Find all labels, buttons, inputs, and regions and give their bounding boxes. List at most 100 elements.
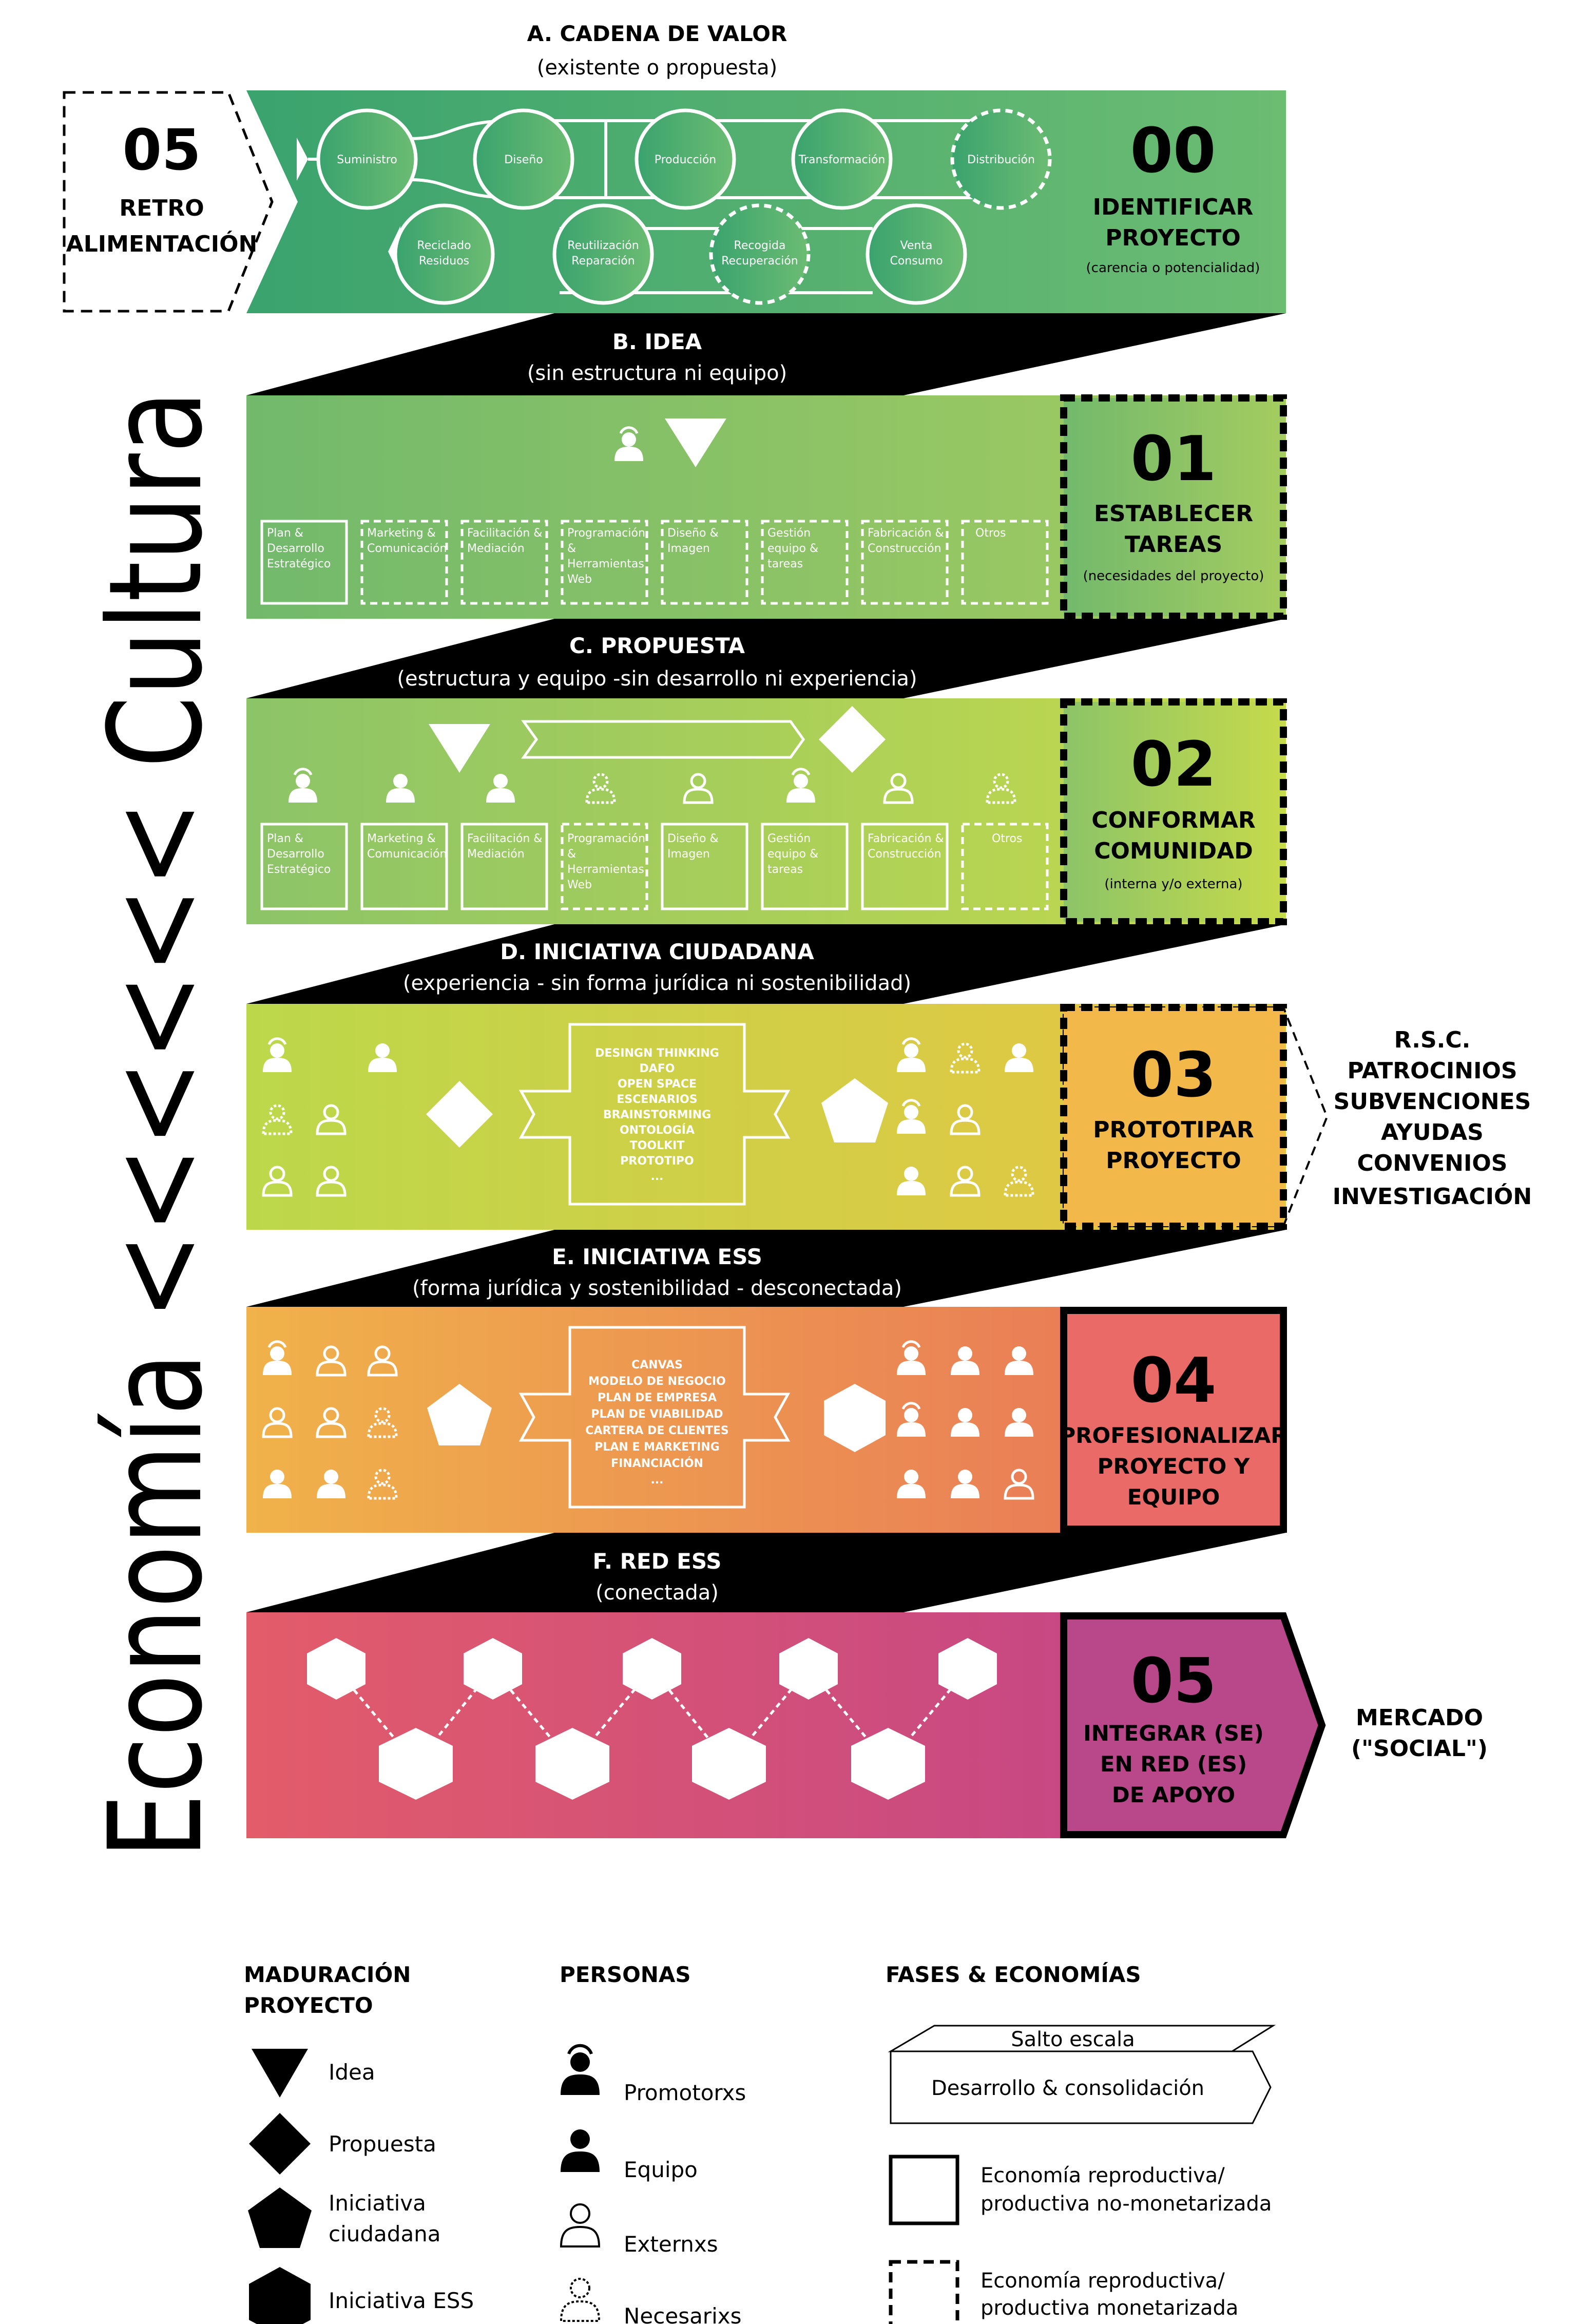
market-label: MERCADO ("SOCIAL") <box>1351 1705 1488 1762</box>
svg-text:Construcción: Construcción <box>868 848 941 861</box>
svg-text:PROYECTO Y: PROYECTO Y <box>1098 1454 1250 1479</box>
svg-text:INTEGRAR (SE): INTEGRAR (SE) <box>1083 1721 1264 1746</box>
connector-b-c <box>246 619 1286 698</box>
svg-text:tareas: tareas <box>767 558 803 570</box>
band-d-title: D. INICIATIVA CIUDADANA <box>500 939 814 964</box>
svg-text:03: 03 <box>1131 1040 1217 1111</box>
iniciativa-ess-icon <box>249 2267 311 2324</box>
band-f-title: F. RED ESS <box>593 1549 722 1574</box>
svg-text:PLAN DE VIABILIDAD: PLAN DE VIABILIDAD <box>591 1408 723 1421</box>
value-chain-nodes: Suministro Diseño Producción Transformac… <box>316 108 1052 305</box>
svg-text:...: ... <box>650 1170 663 1183</box>
svg-text:EN RED (ES): EN RED (ES) <box>1100 1751 1247 1777</box>
external-support: R.S.C. PATROCINIOS SUBVENCIONES AYUDAS C… <box>1333 1027 1532 1210</box>
svg-text:TOOLKIT: TOOLKIT <box>630 1139 685 1152</box>
svg-text:AYUDAS: AYUDAS <box>1381 1119 1484 1146</box>
svg-text:Suministro: Suministro <box>337 154 397 166</box>
connector-e-f <box>246 1533 1286 1612</box>
chain-node-distribucion: Distribución <box>950 108 1052 210</box>
svg-text:FINANCIACIÓN: FINANCIACIÓN <box>611 1457 703 1470</box>
svg-text:tareas: tareas <box>767 863 803 876</box>
phase-03: 03 PROTOTIPAR PROYECTO <box>1060 1004 1329 1230</box>
svg-text:Imagen: Imagen <box>667 542 710 555</box>
promotorxs-icon <box>561 2046 600 2095</box>
side-title: Economía <<<<<< Cultura <box>81 390 230 1859</box>
svg-text:Venta: Venta <box>900 239 933 252</box>
svg-text:Economía reproductiva/: Economía reproductiva/ <box>981 2269 1225 2293</box>
svg-text:Producción: Producción <box>655 154 717 166</box>
svg-text:...: ... <box>650 1474 663 1487</box>
svg-text:INVESTIGACIÓN: INVESTIGACIÓN <box>1333 1183 1532 1210</box>
network-hexagons <box>307 1638 997 1800</box>
desarrollo-icon <box>890 2050 1272 2124</box>
svg-text:Herramientas: Herramientas <box>567 558 644 570</box>
band-b-icons <box>614 418 726 467</box>
phase-00-label1: IDENTIFICAR <box>1093 194 1254 220</box>
svg-text:&: & <box>567 848 576 861</box>
svg-text:Desarrollo: Desarrollo <box>267 542 324 555</box>
svg-text:Programación: Programación <box>567 527 645 540</box>
svg-text:PROTOTIPAR: PROTOTIPAR <box>1093 1117 1254 1143</box>
svg-text:Estratégico: Estratégico <box>267 863 331 876</box>
svg-text:Plan &: Plan & <box>267 832 303 845</box>
band-b-tasks: Plan & Desarrollo Estratégico Marketing & C… <box>260 520 1049 605</box>
svg-text:CARTERA DE CLIENTES: CARTERA DE CLIENTES <box>585 1424 728 1437</box>
propuesta-icon <box>249 2113 311 2175</box>
legend-fases: FASES & ECONOMÍAS Salto escala Desarroll… <box>886 1961 1276 2324</box>
svg-text:Desarrollo: Desarrollo <box>267 848 324 861</box>
phase-02: 02 CONFORMAR COMUNIDAD (interna y/o exte… <box>1060 698 1287 925</box>
svg-text:Distribución: Distribución <box>967 154 1035 166</box>
svg-text:ESCENARIOS: ESCENARIOS <box>617 1093 697 1106</box>
svg-text:R.S.C.: R.S.C. <box>1394 1027 1471 1053</box>
svg-text:COMUNIDAD: COMUNIDAD <box>1094 838 1253 864</box>
band-e-title: E. INICIATIVA ESS <box>552 1244 762 1269</box>
svg-text:TAREAS: TAREAS <box>1125 531 1222 558</box>
svg-text:04: 04 <box>1131 1345 1217 1417</box>
svg-text:Otros: Otros <box>975 527 1006 540</box>
svg-text:Economía reproductiva/: Economía reproductiva/ <box>981 2164 1225 2187</box>
svg-text:Comunicación: Comunicación <box>367 542 447 555</box>
svg-text:EQUIPO: EQUIPO <box>1127 1484 1220 1510</box>
solid-box-icon <box>889 2155 959 2225</box>
band-a-title: A. CADENA DE VALOR <box>527 21 787 46</box>
feedback-number: 05 <box>122 117 201 183</box>
svg-text:Programación: Programación <box>567 832 645 845</box>
svg-text:Gestión: Gestión <box>767 527 811 540</box>
externxs-icon <box>560 2203 600 2247</box>
svg-text:Marketing &: Marketing & <box>367 832 436 845</box>
svg-text:PROYECTO: PROYECTO <box>1106 1148 1241 1174</box>
band-c-title: C. PROPUESTA <box>569 633 745 658</box>
band-d-subtitle: (experiencia - sin forma jurídica ni sos… <box>403 971 911 995</box>
svg-text:Propuesta: Propuesta <box>329 2131 436 2157</box>
chain-node-diseno: Diseño <box>473 108 574 210</box>
svg-text:02: 02 <box>1131 729 1217 801</box>
chain-node-produccion: Producción <box>635 108 736 210</box>
svg-text:Otros: Otros <box>992 832 1022 845</box>
svg-text:MODELO DE NEGOCIO: MODELO DE NEGOCIO <box>588 1375 726 1388</box>
svg-text:05: 05 <box>1131 1646 1217 1717</box>
svg-text:Consumo: Consumo <box>890 255 943 268</box>
phase-00: 00 IDENTIFICAR PROYECTO (carencia o pote… <box>1086 116 1260 276</box>
svg-text:Web: Web <box>567 879 592 891</box>
phase-00-note: (carencia o potencialidad) <box>1086 260 1260 276</box>
svg-text:CONVENIOS: CONVENIOS <box>1357 1150 1508 1176</box>
svg-text:Estratégico: Estratégico <box>267 558 331 570</box>
svg-text:DESINGN THINKING: DESINGN THINKING <box>595 1047 719 1060</box>
svg-text:Diseño &: Diseño & <box>667 527 719 540</box>
svg-text:equipo &: equipo & <box>767 542 818 555</box>
svg-text:productiva no-monetarizada: productiva no-monetarizada <box>981 2192 1272 2216</box>
phase-00-label2: PROYECTO <box>1105 225 1241 251</box>
band-e-pentagon <box>427 1384 492 1445</box>
svg-text:Equipo: Equipo <box>624 2157 698 2182</box>
svg-text:Salto escala: Salto escala <box>1011 2028 1135 2051</box>
svg-text:PROYECTO: PROYECTO <box>244 1993 373 2018</box>
svg-text:Gestión: Gestión <box>767 832 811 845</box>
feedback-box: 05 RETRO ALIMENTACIÓN <box>63 91 274 313</box>
svg-text:Recogida: Recogida <box>734 239 786 252</box>
band-d-tools: DESINGN THINKING DAFO OPEN SPACE ESCENAR… <box>518 1023 791 1206</box>
svg-text:Imagen: Imagen <box>667 848 710 861</box>
svg-text:productiva monetarizada: productiva monetarizada <box>981 2296 1238 2320</box>
connector-d-e <box>246 1230 1286 1307</box>
svg-text:Reparación: Reparación <box>571 255 635 268</box>
